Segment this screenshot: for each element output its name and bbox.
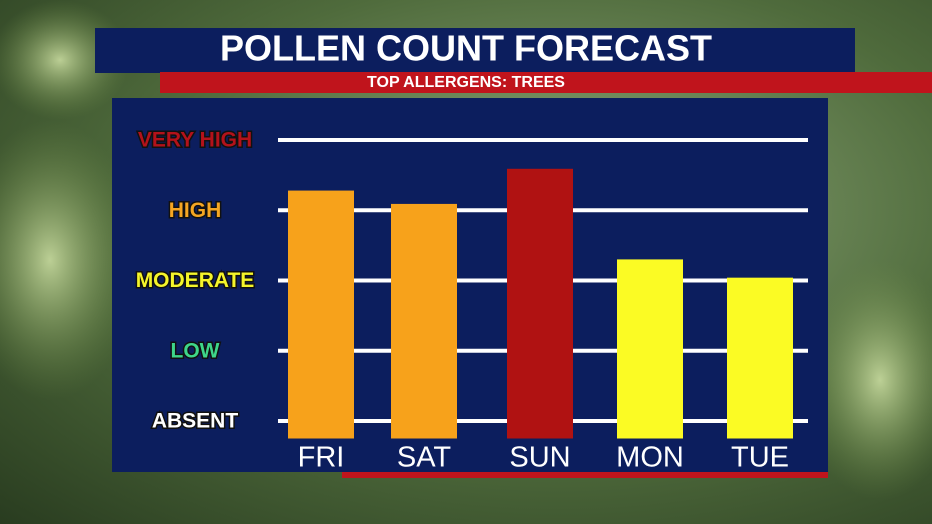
plot-panel [112,98,828,472]
bar [727,277,793,439]
foliage [0,120,140,400]
x-tick-label: FRI [298,442,345,474]
bar [288,190,354,439]
bar [391,203,457,439]
y-tick-label: MODERATE [136,269,255,292]
chart-subtitle: TOP ALLERGENS: TREES [367,74,565,91]
x-tick-label: SUN [509,442,570,474]
bar [617,259,683,439]
x-tick-label: TUE [731,442,789,474]
y-tick-label: VERY HIGH [138,129,252,152]
title-banner [95,28,855,73]
y-tick-label: HIGH [169,199,222,222]
y-tick-label: ABSENT [152,409,239,432]
x-tick-label: SAT [397,442,452,474]
y-tick-label: LOW [171,339,220,362]
x-tick-label: MON [616,442,684,474]
panel-accent [342,472,828,478]
subtitle-banner [160,72,932,93]
foliage [800,260,932,500]
chart-title: POLLEN COUNT FORECAST [220,28,712,69]
bar [507,168,573,439]
